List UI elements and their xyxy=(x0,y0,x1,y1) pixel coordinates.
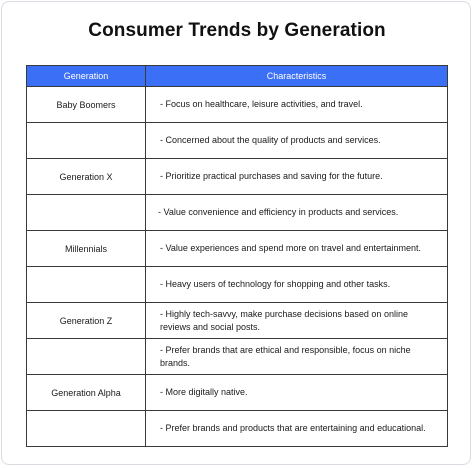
generation-cell xyxy=(26,338,146,375)
characteristic-cell: - Value experiences and spend more on tr… xyxy=(145,230,448,267)
generation-cell xyxy=(26,410,146,447)
characteristic-cell: - Focus on healthcare, leisure activitie… xyxy=(145,86,448,123)
table-row: Generation X - Prioritize practical purc… xyxy=(26,158,448,195)
table-row: - Value convenience and efficiency in pr… xyxy=(26,194,448,231)
generation-cell: Generation X xyxy=(26,158,146,195)
generation-cell: Generation Alpha xyxy=(26,374,146,411)
generation-cell xyxy=(26,194,146,231)
table-row: Baby Boomers - Focus on healthcare, leis… xyxy=(26,86,448,123)
generation-cell: Baby Boomers xyxy=(26,86,146,123)
characteristic-cell: - Prioritize practical purchases and sav… xyxy=(145,158,448,195)
characteristic-cell: - Prefer brands and products that are en… xyxy=(145,410,448,447)
table-row: Generation Alpha - More digitally native… xyxy=(26,374,448,411)
page-title: Consumer Trends by Generation xyxy=(88,20,386,41)
generation-cell xyxy=(26,266,146,303)
generation-cell xyxy=(26,122,146,159)
generation-cell: Generation Z xyxy=(26,302,146,339)
table-row: - Concerned about the quality of product… xyxy=(26,122,448,159)
characteristic-cell: - Heavy users of technology for shopping… xyxy=(145,266,448,303)
table-row: Millennials - Value experiences and spen… xyxy=(26,230,448,267)
trends-table: Generation Characteristics Baby Boomers … xyxy=(26,65,448,447)
characteristic-cell: - Concerned about the quality of product… xyxy=(145,122,448,159)
header-characteristics: Characteristics xyxy=(145,65,448,87)
characteristic-cell: - Value convenience and efficiency in pr… xyxy=(145,194,448,231)
generation-cell: Millennials xyxy=(26,230,146,267)
table-row: Generation Z - Highly tech-savvy, make p… xyxy=(26,302,448,339)
table-header-row: Generation Characteristics xyxy=(26,65,448,87)
characteristic-cell: - Highly tech-savvy, make purchase decis… xyxy=(145,302,448,339)
table-row: - Prefer brands that are ethical and res… xyxy=(26,338,448,375)
characteristic-cell: - More digitally native. xyxy=(145,374,448,411)
table-row: - Prefer brands and products that are en… xyxy=(26,410,448,447)
characteristic-cell: - Prefer brands that are ethical and res… xyxy=(145,338,448,375)
header-generation: Generation xyxy=(26,65,146,87)
table-row: - Heavy users of technology for shopping… xyxy=(26,266,448,303)
